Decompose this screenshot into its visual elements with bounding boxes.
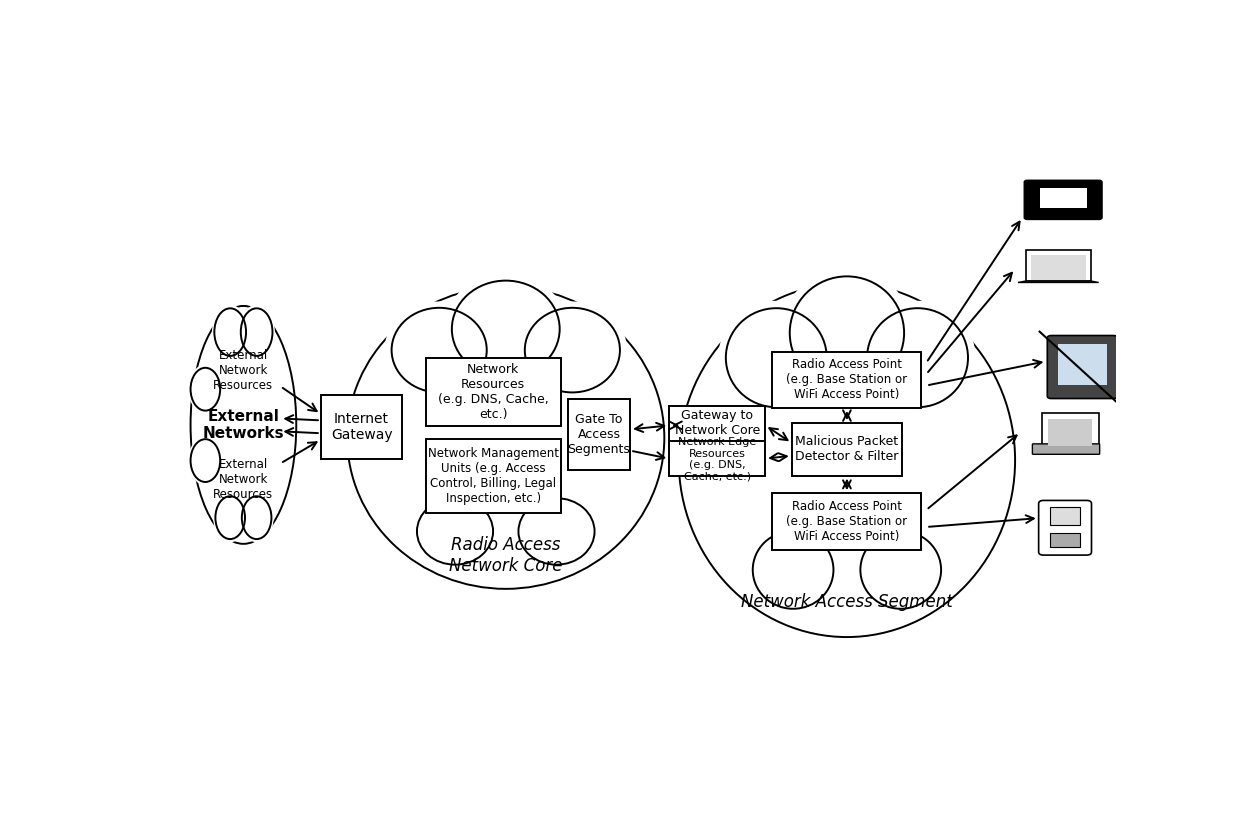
FancyBboxPatch shape xyxy=(791,423,903,476)
Ellipse shape xyxy=(517,301,627,399)
Ellipse shape xyxy=(746,525,839,615)
Text: External
Network
Resources: External Network Resources xyxy=(213,458,274,501)
Ellipse shape xyxy=(854,525,947,615)
Text: Radio Access
Network Core: Radio Access Network Core xyxy=(449,536,563,575)
FancyBboxPatch shape xyxy=(1039,500,1091,555)
Ellipse shape xyxy=(859,301,976,415)
FancyBboxPatch shape xyxy=(1050,533,1080,547)
FancyBboxPatch shape xyxy=(1024,180,1102,220)
FancyBboxPatch shape xyxy=(1050,507,1080,525)
Ellipse shape xyxy=(513,493,600,569)
FancyBboxPatch shape xyxy=(427,358,560,426)
Ellipse shape xyxy=(718,301,835,415)
Text: Network Management
Units (e.g. Access
Control, Billing, Legal
Inspection, etc.): Network Management Units (e.g. Access Co… xyxy=(428,448,559,505)
Text: Network
Resources
(e.g. DNS, Cache,
etc.): Network Resources (e.g. DNS, Cache, etc.… xyxy=(438,363,548,421)
Polygon shape xyxy=(1025,250,1091,281)
Text: External
Network
Resources: External Network Resources xyxy=(213,349,274,392)
Ellipse shape xyxy=(238,305,275,360)
Text: Gateway to
Network Core: Gateway to Network Core xyxy=(675,409,760,438)
FancyBboxPatch shape xyxy=(1058,345,1107,385)
Ellipse shape xyxy=(781,268,913,398)
Text: External
Networks: External Networks xyxy=(202,408,284,441)
FancyBboxPatch shape xyxy=(670,406,765,476)
Ellipse shape xyxy=(188,436,222,485)
Ellipse shape xyxy=(212,305,248,360)
Ellipse shape xyxy=(384,301,494,399)
Ellipse shape xyxy=(188,365,222,414)
Text: Radio Access Point
(e.g. Base Station or
WiFi Access Point): Radio Access Point (e.g. Base Station or… xyxy=(786,500,908,543)
Ellipse shape xyxy=(239,493,274,542)
Text: Network Access Segment: Network Access Segment xyxy=(742,593,952,610)
FancyBboxPatch shape xyxy=(1048,419,1092,447)
FancyBboxPatch shape xyxy=(773,493,921,549)
Text: Network Edge
Resources
(e.g. DNS,
Cache, etc.): Network Edge Resources (e.g. DNS, Cache,… xyxy=(678,437,756,482)
Polygon shape xyxy=(1018,281,1099,282)
FancyBboxPatch shape xyxy=(773,352,921,408)
Ellipse shape xyxy=(678,283,1016,637)
FancyBboxPatch shape xyxy=(427,439,560,514)
Ellipse shape xyxy=(191,306,296,544)
FancyBboxPatch shape xyxy=(1048,336,1117,398)
FancyBboxPatch shape xyxy=(568,399,630,470)
FancyBboxPatch shape xyxy=(321,395,403,459)
Polygon shape xyxy=(1030,255,1086,280)
Text: Internet
Gateway: Internet Gateway xyxy=(331,412,392,442)
Text: Radio Access Point
(e.g. Base Station or
WiFi Access Point): Radio Access Point (e.g. Base Station or… xyxy=(786,358,908,402)
Ellipse shape xyxy=(347,286,665,589)
FancyBboxPatch shape xyxy=(1033,444,1100,454)
Ellipse shape xyxy=(444,273,568,385)
Text: Gate To
Access
Segments: Gate To Access Segments xyxy=(568,413,630,456)
FancyBboxPatch shape xyxy=(1042,413,1099,449)
Ellipse shape xyxy=(213,493,247,542)
Text: Malicious Packet
Detector & Filter: Malicious Packet Detector & Filter xyxy=(795,435,899,463)
Ellipse shape xyxy=(412,493,498,569)
FancyBboxPatch shape xyxy=(1039,189,1086,208)
